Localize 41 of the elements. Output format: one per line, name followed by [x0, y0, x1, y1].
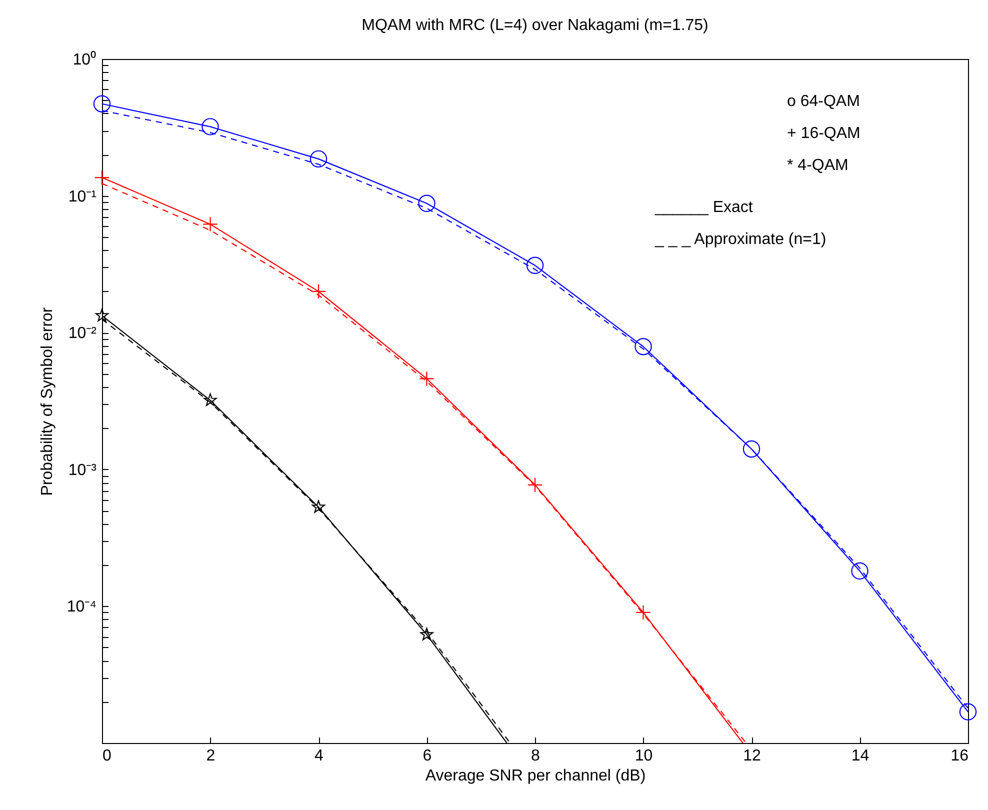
point [312, 500, 326, 513]
y-tick-label: 10⁻⁴ [66, 598, 97, 616]
y-tick-label: 10⁰ [72, 50, 96, 68]
point [420, 628, 434, 640]
point [527, 477, 543, 493]
point [742, 440, 760, 458]
point [202, 216, 218, 232]
point [419, 371, 434, 386]
point [93, 95, 111, 112]
x-tick-label: 14 [851, 748, 870, 764]
annotation: * 4-QAM [787, 157, 848, 174]
x-tick-label: 6 [422, 748, 432, 764]
x-tick-label: 10 [634, 748, 653, 764]
point [310, 150, 328, 168]
x-tick-label: 4 [314, 748, 324, 764]
y-tick-label: 10⁻² [68, 325, 98, 342]
point [636, 604, 651, 620]
annotation: + 16-QAM [787, 125, 860, 142]
x-axis-title: Average SNR per channel (dB) [425, 768, 646, 784]
point [204, 393, 217, 406]
point [851, 562, 868, 580]
x-tick-label: 8 [531, 748, 540, 764]
x-tick-label: 2 [206, 748, 216, 764]
annotation: o 64-QAM [787, 93, 860, 110]
x-tick-label: 12 [743, 748, 761, 764]
point [94, 170, 110, 186]
annotation: ______ Exact [654, 199, 754, 216]
y-axis-title: Probability of Symbol error [38, 306, 56, 496]
point [526, 256, 544, 274]
point [418, 194, 436, 212]
point [310, 284, 326, 300]
point [959, 703, 977, 720]
point [95, 308, 109, 322]
y-tick-label: 10⁻³ [68, 462, 98, 479]
point [634, 338, 652, 356]
x-tick-label: 16 [950, 748, 969, 764]
annotation: _ _ _ Approximate (n=1) [654, 231, 826, 248]
y-tick-label: 10⁻¹ [68, 188, 96, 206]
x-tick-label: 0 [102, 748, 112, 764]
chart-title: MQAM with MRC (L=4) over Nakagami (m=1.75) [362, 17, 708, 34]
point [202, 118, 219, 136]
